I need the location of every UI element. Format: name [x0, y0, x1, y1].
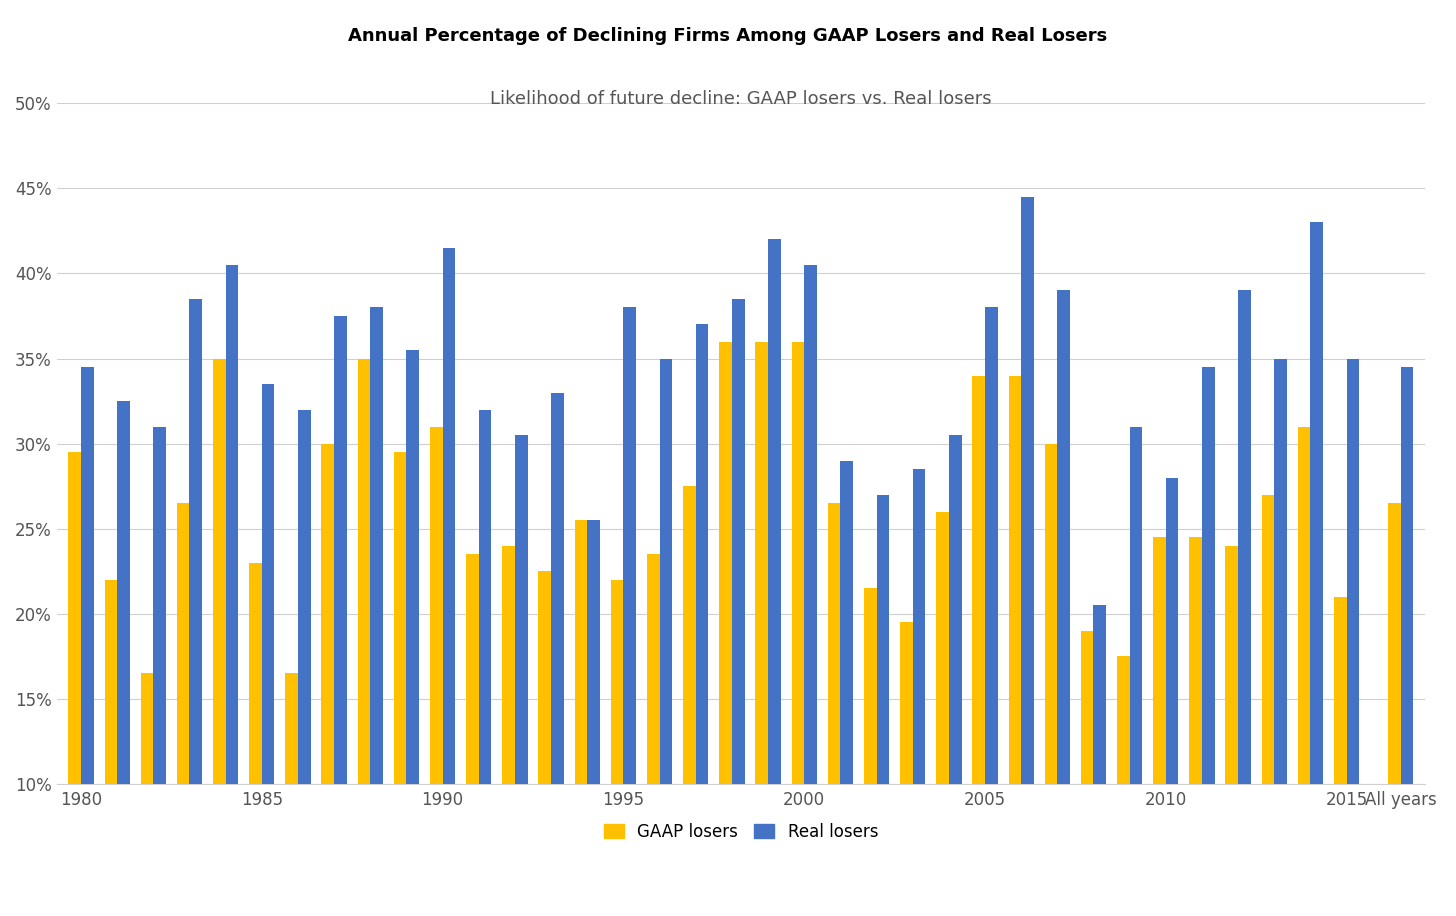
- Bar: [683, 486, 696, 916]
- Bar: [1274, 358, 1287, 916]
- Bar: [141, 673, 153, 916]
- Bar: [646, 554, 660, 916]
- Bar: [804, 265, 817, 916]
- Bar: [443, 248, 456, 916]
- Bar: [262, 384, 275, 916]
- Bar: [986, 308, 997, 916]
- Bar: [660, 358, 673, 916]
- Bar: [1117, 656, 1130, 916]
- Bar: [792, 342, 804, 916]
- Bar: [176, 503, 189, 916]
- Bar: [502, 546, 515, 916]
- Bar: [1057, 290, 1070, 916]
- Bar: [430, 427, 443, 916]
- Bar: [1021, 197, 1034, 916]
- Bar: [285, 673, 298, 916]
- Bar: [153, 427, 166, 916]
- Bar: [863, 588, 877, 916]
- Bar: [587, 520, 600, 916]
- Bar: [936, 512, 949, 916]
- Bar: [333, 316, 347, 916]
- Text: Likelihood of future decline: GAAP losers vs. Real losers: Likelihood of future decline: GAAP loser…: [491, 90, 992, 108]
- Bar: [105, 580, 116, 916]
- Bar: [623, 308, 636, 916]
- Bar: [1044, 443, 1057, 916]
- Bar: [393, 453, 406, 916]
- Bar: [1334, 596, 1347, 916]
- Bar: [213, 358, 226, 916]
- Bar: [1262, 495, 1274, 916]
- Bar: [406, 350, 419, 916]
- Bar: [1347, 358, 1360, 916]
- Bar: [719, 342, 732, 916]
- Bar: [769, 239, 780, 916]
- Bar: [1093, 605, 1107, 916]
- Bar: [877, 495, 890, 916]
- Legend: GAAP losers, Real losers: GAAP losers, Real losers: [597, 816, 885, 848]
- Bar: [1401, 367, 1414, 916]
- Bar: [1297, 427, 1310, 916]
- Bar: [973, 376, 986, 916]
- Bar: [322, 443, 333, 916]
- Bar: [1203, 367, 1214, 916]
- Bar: [1009, 376, 1021, 916]
- Bar: [1226, 546, 1238, 916]
- Bar: [1166, 477, 1178, 916]
- Bar: [732, 299, 744, 916]
- Bar: [515, 435, 527, 916]
- Bar: [189, 299, 202, 916]
- Bar: [1153, 537, 1166, 916]
- Bar: [1388, 503, 1401, 916]
- Bar: [298, 409, 310, 916]
- Bar: [913, 469, 926, 916]
- Bar: [370, 308, 383, 916]
- Bar: [466, 554, 479, 916]
- Bar: [696, 324, 709, 916]
- Bar: [358, 358, 370, 916]
- Bar: [1238, 290, 1251, 916]
- Bar: [610, 580, 623, 916]
- Bar: [82, 367, 93, 916]
- Bar: [479, 409, 492, 916]
- Bar: [840, 461, 853, 916]
- Bar: [550, 393, 563, 916]
- Bar: [756, 342, 769, 916]
- Bar: [226, 265, 239, 916]
- Bar: [68, 453, 82, 916]
- Bar: [249, 562, 262, 916]
- Bar: [827, 503, 840, 916]
- Bar: [1080, 631, 1093, 916]
- Bar: [116, 401, 130, 916]
- Bar: [575, 520, 587, 916]
- Bar: [949, 435, 961, 916]
- Bar: [539, 572, 550, 916]
- Bar: [1190, 537, 1203, 916]
- Bar: [1130, 427, 1143, 916]
- Text: Annual Percentage of Declining Firms Among GAAP Losers and Real Losers: Annual Percentage of Declining Firms Amo…: [348, 27, 1108, 46]
- Bar: [1310, 223, 1324, 916]
- Bar: [900, 622, 913, 916]
